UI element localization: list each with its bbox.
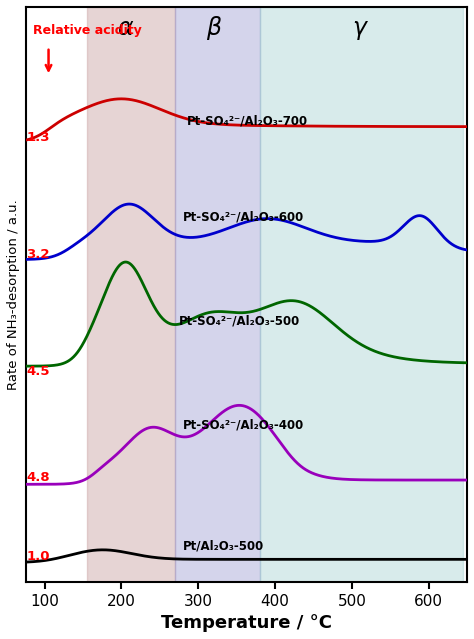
Text: γ: γ [353,16,366,40]
Text: Pt-SO₄²⁻/Al₂O₃-400: Pt-SO₄²⁻/Al₂O₃-400 [183,418,304,431]
Text: 4.8: 4.8 [26,472,50,484]
X-axis label: Temperature / °C: Temperature / °C [161,614,332,632]
Text: 4.5: 4.5 [26,365,50,378]
Text: Pt-SO₄²⁻/Al₂O₃-700: Pt-SO₄²⁻/Al₂O₃-700 [187,115,308,128]
Bar [260,7,463,581]
Bar [87,7,175,581]
Text: 3.2: 3.2 [26,248,50,261]
Bar [175,7,260,581]
Text: 1.3: 1.3 [26,131,50,144]
Text: β: β [206,16,221,40]
Text: α: α [118,16,133,40]
Text: Relative acidity: Relative acidity [33,24,142,38]
Text: Pt-SO₄²⁻/Al₂O₃-600: Pt-SO₄²⁻/Al₂O₃-600 [183,211,304,224]
Y-axis label: Rate of NH₃-desorption / a.u.: Rate of NH₃-desorption / a.u. [7,199,20,390]
Text: Pt-SO₄²⁻/Al₂O₃-500: Pt-SO₄²⁻/Al₂O₃-500 [179,314,301,327]
Text: Pt/Al₂O₃-500: Pt/Al₂O₃-500 [183,539,264,552]
Text: 1.0: 1.0 [26,550,50,563]
